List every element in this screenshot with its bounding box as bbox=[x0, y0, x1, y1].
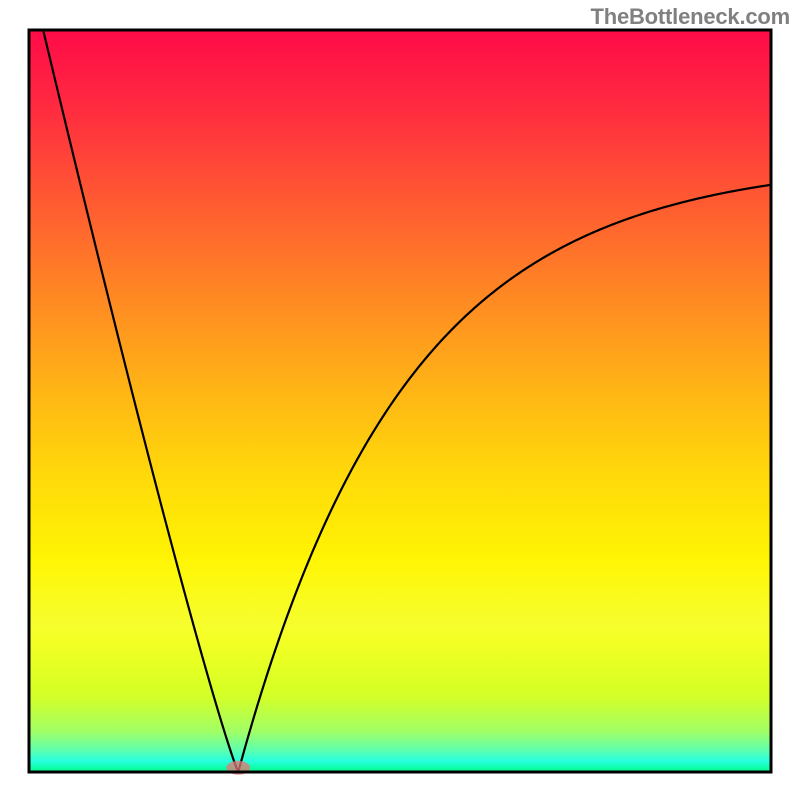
chart-softband bbox=[29, 557, 771, 691]
watermark-text: TheBottleneck.com bbox=[590, 4, 790, 30]
bottleneck-chart bbox=[0, 0, 800, 800]
